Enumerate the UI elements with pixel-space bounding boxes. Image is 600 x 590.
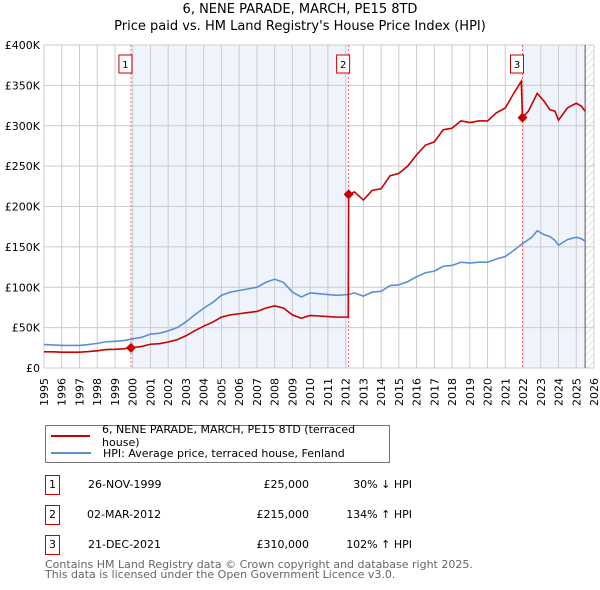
- sale-label-box: [336, 54, 351, 74]
- x-tick-label: 2001: [144, 378, 157, 406]
- y-tick-label: £100K: [5, 281, 41, 294]
- sale-row-2: 2 02-MAR-2012 £215,000 134% ↑ HPI: [45, 505, 412, 525]
- x-tick-label: 2011: [322, 378, 335, 406]
- sale-price: £215,000: [256, 508, 310, 521]
- chart-subtitle: Price paid vs. HM Land Registry's House …: [114, 19, 486, 34]
- x-tick-label: 2025: [570, 378, 583, 406]
- x-tick-label: 2003: [180, 378, 193, 406]
- sale-hpi: 102% ↑ HPI: [346, 538, 412, 551]
- x-tick-label: 2002: [162, 378, 175, 406]
- x-tick-label: 2021: [499, 378, 512, 406]
- sale-hpi: 134% ↑ HPI: [346, 508, 412, 521]
- x-tick-label: 1995: [38, 378, 51, 406]
- sale-label-box: [118, 54, 133, 74]
- x-tick-label: 2017: [428, 378, 441, 406]
- footer: Contains HM Land Registry data © Crown c…: [45, 558, 473, 581]
- sale-number: 2: [45, 505, 60, 525]
- x-tick-label: 2012: [340, 378, 353, 406]
- sale-date: 02-MAR-2012: [87, 508, 162, 521]
- y-tick-label: £250K: [5, 160, 41, 173]
- x-tick-label: 2009: [286, 378, 299, 406]
- property-price-line: [44, 78, 586, 353]
- sale-label-box: [510, 54, 524, 74]
- x-tick-label: 2022: [517, 378, 530, 406]
- legend-item-hpi: HPI: Average price, terraced house, Fenl…: [51, 445, 345, 461]
- x-tick-label: 2006: [233, 378, 246, 406]
- x-tick-label: 2024: [553, 378, 566, 406]
- x-tick-label: 2026: [588, 378, 600, 406]
- legend-swatch-blue: [51, 452, 91, 454]
- y-tick-label: £400K: [5, 39, 41, 52]
- legend-label: 6, NENE PARADE, MARCH, PE15 8TD (terrace…: [102, 423, 356, 449]
- sale-date: 21-DEC-2021: [88, 538, 162, 551]
- x-tick-label: 2005: [215, 378, 228, 406]
- sale-marker: [343, 189, 354, 200]
- sale-number: 3: [45, 535, 60, 555]
- sale-label: 1: [122, 60, 128, 71]
- chart-title: 6, NENE PARADE, MARCH, PE15 8TD: [182, 2, 418, 17]
- x-tick-label: 1997: [73, 378, 86, 406]
- sale-row-1: 1 26-NOV-1999 £25,000 30% ↓ HPI: [45, 475, 412, 495]
- x-tick-label: 1999: [109, 378, 122, 406]
- legend: 6, NENE PARADE, MARCH, PE15 8TD (terrace…: [45, 423, 390, 463]
- sale-marker: [517, 112, 528, 123]
- chart: 1995 1996 1997 1998 1999 2000 2001 2002 2003 2004…: [5, 39, 600, 406]
- footer-line-1: Contains HM Land Registry data © Crown c…: [45, 558, 473, 571]
- x-tick-label: 2014: [375, 378, 388, 406]
- y-tick-label: £200K: [5, 201, 41, 214]
- legend-swatch-red: [51, 435, 91, 437]
- sale-hpi: 30% ↓ HPI: [353, 478, 412, 491]
- x-tick-label: 1996: [56, 378, 69, 406]
- y-tick-label: £0: [26, 362, 40, 375]
- sale-label: 3: [514, 60, 520, 71]
- y-tick-label: £300K: [5, 120, 41, 133]
- legend-label: HPI: Average price, terraced house, Fenl…: [103, 446, 345, 460]
- x-tick-label: 2016: [411, 378, 424, 406]
- x-tick-label: 2018: [446, 378, 459, 406]
- x-tick-label: 2015: [393, 378, 406, 406]
- x-tick-label: 2008: [269, 378, 282, 406]
- x-tick-label: 1998: [91, 378, 104, 406]
- x-tick-label: 2020: [482, 378, 495, 406]
- footer-line-2: This data is licensed under the Open Gov…: [45, 568, 396, 581]
- hpi-line: [43, 229, 586, 347]
- x-tick-label: 2000: [127, 378, 140, 406]
- sale-row-3: 3 21-DEC-2021 £310,000 102% ↑ HPI: [45, 535, 412, 555]
- sale-price: £310,000: [256, 538, 310, 551]
- x-tick-label: 2004: [198, 378, 211, 406]
- y-tick-label: £150K: [5, 241, 41, 254]
- y-tick-label: £350K: [5, 79, 41, 92]
- sale-date: 26-NOV-1999: [88, 478, 162, 491]
- x-tick-label: 2007: [251, 378, 264, 406]
- sale-marker: [125, 342, 136, 353]
- x-tick-label: 2023: [535, 378, 548, 406]
- sale-label: 2: [340, 60, 346, 71]
- x-tick-label: 2013: [357, 378, 370, 406]
- sale-number: 1: [45, 475, 60, 495]
- y-tick-label: £50K: [12, 322, 41, 335]
- x-tick-label: 2010: [304, 378, 317, 406]
- sale-price: £25,000: [263, 478, 310, 491]
- legend-item-property: 6, NENE PARADE, MARCH, PE15 8TD (terrace…: [51, 423, 389, 449]
- x-tick-label: 2019: [464, 378, 477, 406]
